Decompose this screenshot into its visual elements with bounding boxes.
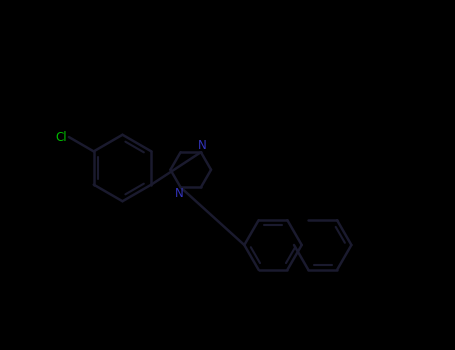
Text: Cl: Cl [56,131,67,144]
Text: N: N [174,187,183,200]
Text: N: N [198,139,207,152]
